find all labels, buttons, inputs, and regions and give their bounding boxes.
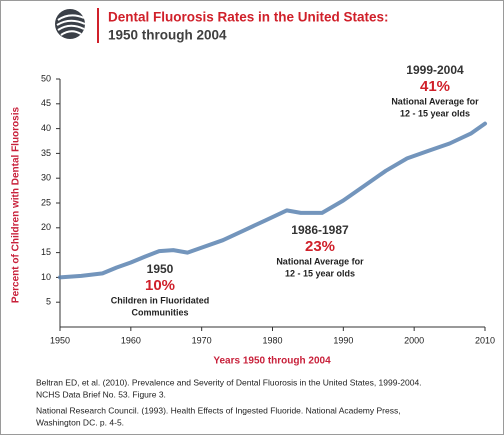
annotation-note: Communities xyxy=(131,307,188,317)
annotation-note: National Average for xyxy=(276,256,364,266)
annotation-period: 1986-1987 xyxy=(291,223,349,237)
reference: National Research Council. (1993). Healt… xyxy=(36,405,401,415)
x-tick-label: 1980 xyxy=(262,335,282,345)
y-tick-label: 50 xyxy=(41,73,51,83)
annotation-note: 12 - 15 year olds xyxy=(400,108,470,118)
annotation-note: Children in Fluoridated xyxy=(111,295,210,305)
y-tick-label: 10 xyxy=(41,272,51,282)
x-tick-label: 1950 xyxy=(50,335,70,345)
y-axis-label: Percent of Children with Dental Fluorosi… xyxy=(11,106,22,303)
x-tick-label: 2000 xyxy=(404,335,424,345)
y-tick-label: 5 xyxy=(46,297,51,307)
reference: Beltran ED, et al. (2010). Prevalence an… xyxy=(36,377,422,387)
chart-title: Dental Fluorosis Rates in the United Sta… xyxy=(108,10,389,25)
reference: NCHS Data Brief No. 53. Figure 3. xyxy=(36,389,166,399)
y-tick-label: 45 xyxy=(41,98,51,108)
annotation-period: 1950 xyxy=(147,262,174,276)
annotation-period: 1999-2004 xyxy=(406,63,464,77)
y-tick-label: 30 xyxy=(41,173,51,183)
y-tick-label: 40 xyxy=(41,123,51,133)
annotation-percent: 41% xyxy=(420,78,450,95)
annotation-note: National Average for xyxy=(391,96,479,106)
y-tick-label: 25 xyxy=(41,197,51,207)
y-tick-label: 15 xyxy=(41,247,51,257)
annotation-percent: 10% xyxy=(145,277,175,294)
annotation-percent: 23% xyxy=(305,238,335,255)
annotation-note: 12 - 15 year olds xyxy=(285,268,355,278)
x-tick-label: 2010 xyxy=(475,335,495,345)
logo xyxy=(55,9,86,39)
trend-line xyxy=(58,121,487,280)
x-tick-label: 1970 xyxy=(192,335,212,345)
x-axis-label: Years 1950 through 2004 xyxy=(213,356,331,367)
reference: Washington DC. p. 4-5. xyxy=(36,417,124,427)
y-tick-label: 20 xyxy=(41,222,51,232)
x-tick-label: 1960 xyxy=(121,335,141,345)
y-tick-label: 35 xyxy=(41,148,51,158)
chart-subtitle: 1950 through 2004 xyxy=(108,28,227,43)
x-tick-label: 1990 xyxy=(333,335,353,345)
